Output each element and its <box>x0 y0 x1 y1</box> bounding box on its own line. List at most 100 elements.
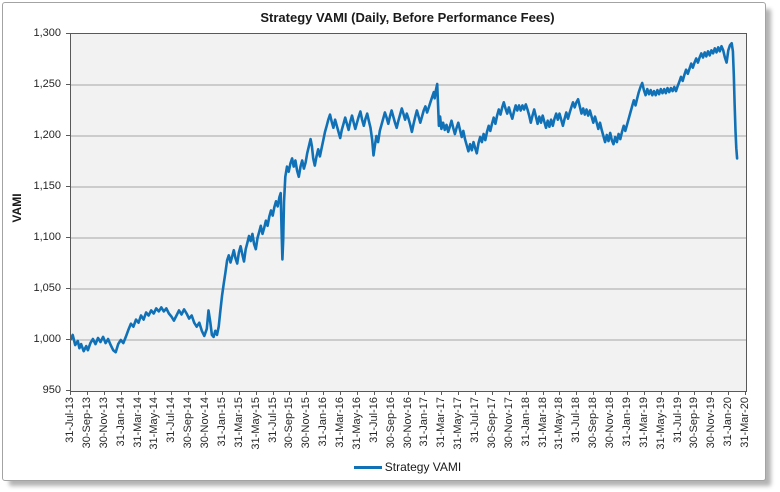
x-tick-mark <box>323 391 325 395</box>
x-tick-label: 30-Nov-17 <box>502 397 515 449</box>
x-tick-mark <box>272 391 274 395</box>
y-tick-label: 1,250 <box>33 78 61 90</box>
x-tick-label: 31-Jan-19 <box>620 397 633 447</box>
x-tick-mark <box>491 391 493 395</box>
x-tick-mark <box>626 391 628 395</box>
x-tick-mark <box>728 391 730 395</box>
x-tick-label: 31-Jan-18 <box>519 397 532 447</box>
plot-area <box>70 33 747 392</box>
x-tick-mark <box>475 391 476 395</box>
x-tick-mark <box>289 391 291 395</box>
x-tick-label: 31-Mar-15 <box>232 397 245 448</box>
x-tick-mark <box>373 391 375 395</box>
x-tick-label: 31-Jul-19 <box>671 397 684 443</box>
x-tick-mark <box>525 391 527 395</box>
x-tick-label: 31-Mar-16 <box>334 397 346 448</box>
x-tick-mark <box>407 391 409 395</box>
y-tick-label: 1,100 <box>33 231 61 243</box>
legend: Strategy VAMI <box>70 460 745 474</box>
x-tick-label: 31-Jul-18 <box>570 397 583 443</box>
x-tick-mark <box>188 391 190 395</box>
x-tick-label: 30-Sep-17 <box>485 397 498 449</box>
chart-title: Strategy VAMI (Daily, Before Performance… <box>260 10 555 25</box>
x-tick-mark <box>593 391 595 395</box>
y-tick-mark <box>66 339 70 340</box>
x-tick-mark <box>508 391 510 395</box>
x-tick-label: 31-Mar-19 <box>637 397 650 448</box>
x-tick-mark <box>205 391 206 395</box>
x-tick-label: 31-Jul-16 <box>367 397 380 443</box>
x-tick-mark <box>711 391 713 395</box>
y-tick-mark <box>66 390 70 391</box>
x-tick-mark <box>238 391 240 395</box>
x-tick-label: 30-Nov-19 <box>705 397 718 449</box>
x-tick-label: 31-Mar-20 <box>739 397 751 448</box>
x-tick-mark <box>120 391 122 395</box>
y-tick-mark <box>66 186 70 187</box>
x-tick-mark <box>745 391 746 395</box>
vami-line-svg <box>71 41 746 354</box>
x-tick-mark <box>306 391 308 395</box>
y-tick-mark <box>66 33 70 34</box>
x-tick-label: 31-May-15 <box>249 397 262 450</box>
x-tick-label: 30-Nov-15 <box>300 397 313 449</box>
x-tick-label: 31-Jan-16 <box>317 397 330 447</box>
y-tick-label: 1,300 <box>33 27 61 39</box>
x-tick-mark <box>643 391 645 395</box>
x-tick-mark <box>610 391 611 395</box>
x-tick-label: 30-Sep-19 <box>688 397 701 449</box>
x-tick-mark <box>340 391 341 395</box>
x-tick-mark <box>356 391 358 395</box>
chart-window: Strategy VAMI (Daily, Before Performance… <box>2 2 766 481</box>
x-tick-mark <box>137 391 139 395</box>
x-tick-mark <box>255 391 257 395</box>
y-tick-label: 950 <box>42 384 61 396</box>
x-tick-label: 31-Jan-15 <box>215 397 228 447</box>
x-tick-label: 31-Mar-14 <box>131 397 144 448</box>
x-tick-label: 30-Nov-18 <box>604 397 616 449</box>
x-tick-label: 30-Nov-16 <box>401 397 414 449</box>
x-tick-mark <box>660 391 662 395</box>
y-tick-mark <box>66 288 70 289</box>
x-tick-mark <box>154 391 156 395</box>
x-tick-label: 30-Sep-18 <box>587 397 600 449</box>
x-tick-label: 31-May-18 <box>553 397 566 450</box>
y-tick-mark <box>66 84 70 85</box>
x-tick-label: 31-Mar-18 <box>536 397 549 448</box>
x-tick-label: 31-May-19 <box>654 397 667 450</box>
x-tick-mark <box>576 391 578 395</box>
x-tick-mark <box>458 391 460 395</box>
y-tick-label: 1,200 <box>33 129 61 141</box>
x-tick-label: 31-Jan-17 <box>418 397 431 447</box>
y-tick-label: 1,000 <box>33 333 61 345</box>
y-tick-label: 1,150 <box>33 180 61 192</box>
x-tick-label: 31-Jan-14 <box>114 397 127 447</box>
x-tick-mark <box>677 391 679 395</box>
x-tick-label: 30-Nov-14 <box>199 397 211 449</box>
x-tick-mark <box>542 391 544 395</box>
x-tick-label: 31-Jul-13 <box>64 397 76 443</box>
legend-line-marker <box>353 465 382 469</box>
y-tick-label: 1,050 <box>33 282 61 294</box>
x-tick-label: 30-Sep-16 <box>384 397 397 449</box>
x-tick-label: 31-Jul-17 <box>469 397 481 443</box>
x-tick-mark <box>424 391 426 395</box>
x-tick-mark <box>103 391 105 395</box>
x-tick-mark <box>70 391 71 395</box>
x-tick-label: 31-Jan-20 <box>722 397 735 447</box>
y-tick-mark <box>66 237 70 238</box>
x-tick-mark <box>171 391 173 395</box>
x-tick-label: 31-Mar-17 <box>435 397 448 448</box>
y-tick-mark <box>66 135 70 136</box>
x-tick-label: 31-Jul-14 <box>165 397 178 443</box>
x-tick-label: 31-May-17 <box>452 397 465 450</box>
x-tick-mark <box>86 391 88 395</box>
x-tick-mark <box>390 391 392 395</box>
x-tick-label: 30-Nov-13 <box>97 397 110 449</box>
x-tick-label: 30-Sep-13 <box>80 397 93 449</box>
vami-line <box>71 41 739 354</box>
x-tick-mark <box>694 391 696 395</box>
x-tick-mark <box>441 391 443 395</box>
x-tick-mark <box>559 391 561 395</box>
x-tick-label: 31-May-16 <box>350 397 363 450</box>
